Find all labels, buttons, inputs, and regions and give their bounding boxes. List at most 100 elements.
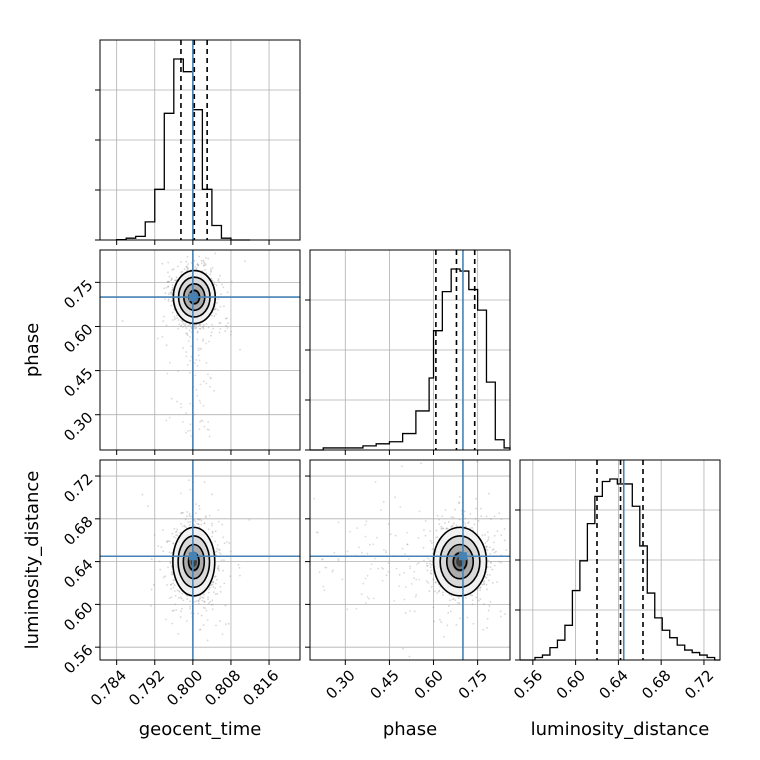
sample-point — [457, 602, 459, 604]
sample-point — [215, 307, 217, 310]
sample-point — [186, 429, 189, 432]
sample-point — [170, 293, 173, 296]
sample-point — [201, 420, 204, 422]
sample-point — [189, 423, 192, 426]
sample-point — [180, 325, 182, 327]
sample-point — [398, 573, 401, 576]
sample-point — [165, 419, 168, 422]
sample-point — [200, 419, 203, 422]
sample-point — [157, 545, 160, 548]
sample-point — [365, 601, 367, 604]
sample-point — [178, 591, 181, 593]
sample-point — [177, 327, 179, 330]
sample-point — [513, 580, 515, 582]
sample-point — [217, 565, 220, 568]
sample-point — [496, 581, 498, 583]
sample-point — [455, 524, 458, 527]
sample-point — [211, 583, 214, 586]
sample-point — [195, 326, 197, 329]
sample-point — [203, 261, 205, 264]
sample-point — [197, 264, 200, 267]
sample-point — [433, 620, 435, 623]
sample-point — [415, 593, 418, 596]
sample-point — [493, 564, 496, 567]
sample-point — [190, 355, 193, 358]
sample-point — [436, 592, 439, 595]
sample-point — [205, 382, 208, 385]
sample-point — [187, 267, 189, 270]
sample-point — [210, 331, 213, 334]
sample-point — [196, 263, 199, 266]
sample-point — [177, 370, 180, 373]
sample-point — [457, 597, 460, 600]
sample-point — [356, 527, 359, 529]
sample-point — [210, 314, 213, 317]
sample-point — [205, 323, 208, 326]
sample-point — [208, 586, 211, 589]
sample-point — [186, 515, 188, 518]
sample-point — [179, 596, 182, 599]
sample-point — [487, 536, 490, 539]
sample-point — [239, 348, 241, 351]
sample-point — [172, 586, 175, 589]
sample-point — [203, 522, 206, 525]
sample-point — [430, 572, 433, 575]
sample-point — [211, 522, 214, 525]
sample-point — [213, 283, 216, 286]
sample-point — [185, 526, 188, 529]
sample-point — [218, 281, 221, 283]
sample-point — [225, 324, 228, 327]
sample-point — [159, 568, 162, 571]
sample-point — [186, 511, 189, 513]
sample-point — [464, 522, 467, 525]
sample-point — [203, 601, 206, 603]
sample-point — [366, 574, 369, 577]
histogram-phase — [310, 268, 511, 451]
sample-point — [204, 515, 207, 517]
x-tick-label: 0.800 — [163, 666, 206, 709]
sample-point — [432, 606, 435, 609]
sample-point — [206, 639, 209, 642]
sample-point — [186, 269, 188, 272]
sample-point — [176, 534, 179, 537]
sample-point — [441, 515, 444, 518]
x-axis-label-geocent-time: geocent_time — [139, 719, 262, 740]
sample-point — [408, 655, 411, 658]
sample-point — [413, 570, 416, 573]
sample-point — [209, 600, 212, 603]
sample-point — [170, 583, 173, 586]
sample-point — [219, 620, 221, 623]
sample-point — [180, 261, 182, 263]
sample-point — [190, 345, 192, 348]
sample-point — [173, 279, 176, 282]
sample-point — [167, 286, 169, 289]
sample-point — [216, 550, 218, 553]
sample-point — [216, 547, 218, 550]
sample-point — [239, 574, 241, 577]
sample-point — [197, 602, 200, 605]
sample-point — [187, 324, 190, 327]
sample-point — [162, 320, 165, 323]
contour-line — [182, 543, 206, 580]
sample-point — [169, 584, 172, 586]
sample-point — [481, 583, 484, 586]
sample-point — [417, 536, 420, 539]
sample-point — [432, 578, 435, 581]
sample-point — [207, 528, 210, 531]
sample-point — [215, 284, 218, 287]
sample-point — [214, 587, 217, 590]
sample-point — [315, 531, 318, 534]
sample-point — [224, 317, 227, 320]
x-tick-label: 0.75 — [455, 666, 491, 702]
sample-point — [161, 262, 164, 265]
sample-point — [487, 538, 490, 541]
sample-point — [181, 592, 184, 595]
sample-point — [187, 521, 190, 524]
sample-point — [173, 316, 176, 318]
sample-point — [444, 522, 446, 524]
sample-point — [324, 566, 327, 569]
sample-point — [430, 564, 433, 566]
y-tick-label: 0.60 — [60, 320, 96, 356]
sample-point — [389, 533, 392, 536]
sample-point — [185, 431, 187, 434]
